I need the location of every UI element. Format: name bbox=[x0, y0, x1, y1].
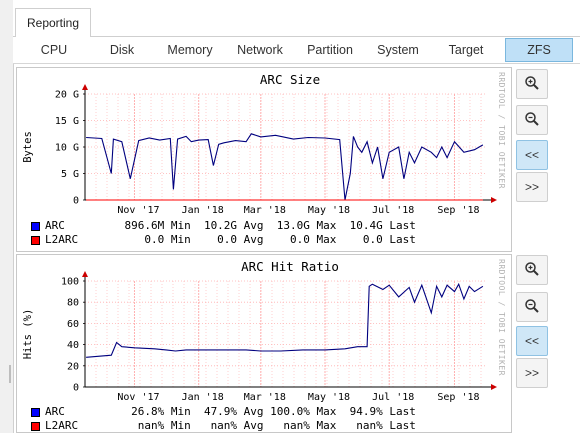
x-tick-label: Jan '18 bbox=[182, 205, 224, 216]
grid bbox=[84, 280, 485, 388]
y-tick-label: 5 G bbox=[61, 169, 79, 180]
rrdtool-watermark: RRDTOOL / TOBI OETIKER bbox=[497, 72, 506, 189]
back-label: << bbox=[524, 334, 539, 348]
arc-hit-ratio-chart: ARC Hit Ratio Hits (%) RRDTOOL / TOBI OETI… bbox=[22, 259, 506, 403]
rrdtool-watermark: RRDTOOL / TOBI OETIKER bbox=[497, 259, 506, 376]
y-tick-label: 15 G bbox=[55, 116, 79, 127]
top-tab-bar: Reporting bbox=[13, 0, 580, 38]
forward-button-2[interactable]: >> bbox=[516, 358, 548, 388]
legend-swatch bbox=[31, 421, 40, 431]
zoom-in-button[interactable] bbox=[516, 69, 548, 99]
zoom-out-button[interactable] bbox=[516, 105, 548, 135]
chart-title: ARC Size bbox=[260, 72, 320, 87]
x-tick-label: May '18 bbox=[308, 392, 350, 403]
tab-reporting[interactable]: Reporting bbox=[15, 8, 91, 38]
grid bbox=[84, 93, 485, 201]
arc-hit-ratio-panel: ARC Hit Ratio Hits (%) RRDTOOL / TOBI OETI… bbox=[16, 254, 512, 433]
zoom-in-icon bbox=[524, 261, 540, 280]
y-axis-arrow bbox=[82, 271, 88, 277]
legend-text: L2ARC 0.0 Min 0.0 Avg 0.0 Max 0.0 Last bbox=[45, 233, 416, 246]
forward-button[interactable]: >> bbox=[516, 172, 548, 202]
x-tick-label: Jan '18 bbox=[182, 392, 224, 403]
legend-swatch bbox=[31, 235, 40, 245]
legend-text: L2ARC nan% Min nan% Avg nan% Max nan% La… bbox=[45, 419, 416, 432]
zoom-in-icon bbox=[524, 75, 540, 94]
y-tick-label: 20 bbox=[67, 361, 79, 372]
x-tick-label: May '18 bbox=[308, 205, 350, 216]
y-tick-label: 10 G bbox=[55, 143, 79, 154]
subtab-memory[interactable]: Memory bbox=[167, 42, 213, 57]
x-tick-label: Mar '18 bbox=[244, 392, 286, 403]
series-line-arc bbox=[86, 133, 484, 201]
legend-row-arc: ARC 896.6M Min 10.2G Avg 13.0G Max 10.4G… bbox=[31, 219, 416, 233]
scroll-grip[interactable] bbox=[9, 365, 11, 383]
arc-hit-ratio-legend: ARC 26.8% Min 47.9% Avg 100.0% Max 94.9%… bbox=[31, 405, 416, 433]
legend-swatch bbox=[31, 407, 40, 417]
arc-size-panel: ARC Size Bytes RRDTOOL / TOBI OETIKER 0 5 G 1… bbox=[16, 67, 512, 252]
subtab-network[interactable]: Network bbox=[237, 42, 283, 57]
subtab-cpu[interactable]: CPU bbox=[40, 42, 68, 57]
x-axis-arrow bbox=[491, 384, 497, 390]
y-tick-label: 40 bbox=[67, 340, 79, 351]
y-tick-label: 100 bbox=[61, 277, 79, 288]
arc-size-chart: ARC Size Bytes RRDTOOL / TOBI OETIKER 0 5 G 1… bbox=[22, 72, 506, 216]
legend-row-arc: ARC 26.8% Min 47.9% Avg 100.0% Max 94.9%… bbox=[31, 405, 416, 419]
y-axis-label: Bytes bbox=[22, 131, 34, 163]
legend-row-l2arc: L2ARC nan% Min nan% Avg nan% Max nan% La… bbox=[31, 419, 416, 433]
left-scroll-edge[interactable] bbox=[0, 0, 14, 433]
legend-row-l2arc: L2ARC 0.0 Min 0.0 Avg 0.0 Max 0.0 Last bbox=[31, 233, 416, 247]
chart-title: ARC Hit Ratio bbox=[241, 259, 339, 274]
x-axis-arrow bbox=[491, 197, 497, 203]
legend-text: ARC 896.6M Min 10.2G Avg 13.0G Max 10.4G… bbox=[45, 219, 416, 232]
subtab-target[interactable]: Target bbox=[448, 42, 484, 57]
forward-label: >> bbox=[524, 180, 539, 194]
x-tick-label: Sep '18 bbox=[437, 392, 479, 403]
y-axis-arrow bbox=[82, 84, 88, 90]
y-tick-label: 0 bbox=[73, 383, 79, 394]
zoom-out-button-2[interactable] bbox=[516, 292, 548, 322]
x-tick-label: Nov '17 bbox=[117, 205, 159, 216]
x-tick-label: Sep '18 bbox=[437, 205, 479, 216]
legend-text: ARC 26.8% Min 47.9% Avg 100.0% Max 94.9%… bbox=[45, 405, 416, 418]
subtab-zfs[interactable]: ZFS bbox=[505, 38, 573, 62]
y-tick-label: 80 bbox=[67, 298, 79, 309]
arc-size-legend: ARC 896.6M Min 10.2G Avg 13.0G Max 10.4G… bbox=[31, 219, 416, 247]
x-tick-label: Nov '17 bbox=[117, 392, 159, 403]
back-label: << bbox=[524, 148, 539, 162]
y-axis-label: Hits (%) bbox=[22, 309, 34, 360]
series-line-arc bbox=[86, 282, 484, 358]
back-button-2[interactable]: << bbox=[516, 326, 548, 356]
x-tick-label: Mar '18 bbox=[244, 205, 286, 216]
y-tick-label: 20 G bbox=[55, 90, 79, 101]
zoom-out-icon bbox=[524, 298, 540, 317]
zoom-out-icon bbox=[524, 111, 540, 130]
zoom-in-button-2[interactable] bbox=[516, 255, 548, 285]
subtab-partition[interactable]: Partition bbox=[307, 42, 353, 57]
x-tick-label: Jul '18 bbox=[372, 392, 414, 403]
back-button[interactable]: << bbox=[516, 140, 548, 170]
reporting-subtabs: CPU Disk Memory Network Partition System Targe… bbox=[13, 37, 580, 64]
y-tick-label: 0 bbox=[73, 196, 79, 207]
x-tick-label: Jul '18 bbox=[372, 205, 414, 216]
subtab-disk[interactable]: Disk bbox=[109, 42, 135, 57]
forward-label: >> bbox=[524, 366, 539, 380]
legend-swatch bbox=[31, 221, 40, 231]
y-tick-label: 60 bbox=[67, 319, 79, 330]
subtab-system[interactable]: System bbox=[377, 42, 419, 57]
